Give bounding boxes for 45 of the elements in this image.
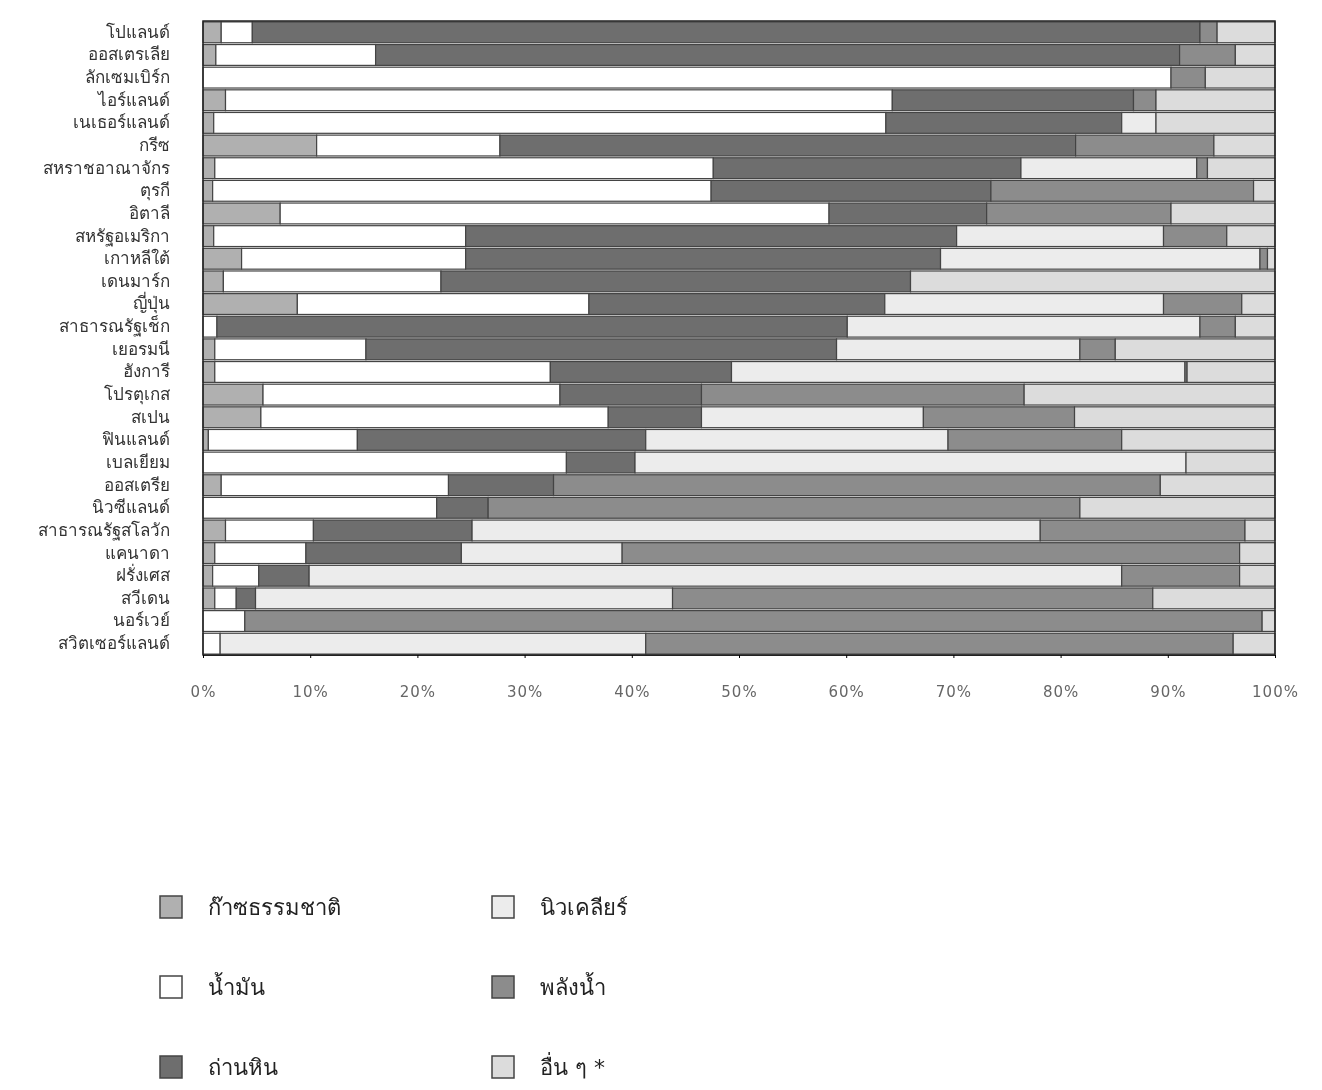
legend-label: น้ำมัน xyxy=(208,971,265,1000)
x-tick-label: 10% xyxy=(292,682,329,701)
y-tick-label: โปแลนด์ xyxy=(106,21,170,42)
x-tick-label: 60% xyxy=(828,682,865,701)
y-tick-label: ออสเตรีย xyxy=(104,474,170,495)
y-tick-label: สวิตเซอร์แลนด์ xyxy=(58,633,170,654)
y-tick-label: สาธารณรัฐสโลวัก xyxy=(38,519,170,541)
y-tick-label: ญี่ปุ่น xyxy=(133,291,170,315)
x-tick-label: 100% xyxy=(1252,682,1299,701)
x-tick-label: 80% xyxy=(1042,682,1080,701)
y-tick-label: ลักเซมเบิร์ก xyxy=(85,67,170,88)
y-tick-label: ออสเตรเลีย xyxy=(88,44,170,65)
y-tick-label: สวีเดน xyxy=(121,587,170,608)
legend-label: ถ่านหิน xyxy=(208,1054,278,1080)
x-tick-label: 20% xyxy=(399,682,437,701)
y-tick-label: แคนาดา xyxy=(105,542,170,563)
y-tick-label: เนเธอร์แลนด์ xyxy=(73,112,170,133)
x-tick-label: 30% xyxy=(506,682,544,701)
x-tick-label: 40% xyxy=(614,682,651,701)
y-tick-label: นิวซีแลนด์ xyxy=(92,497,170,518)
y-tick-label: ตุรกี xyxy=(140,180,170,202)
y-tick-label: เบลเยียม xyxy=(106,451,170,472)
y-tick-label: โปรตุเกส xyxy=(104,384,171,406)
y-tick-label: สหราชอาณาจักร xyxy=(43,157,170,178)
legend-label: นิวเคลียร์ xyxy=(540,894,628,920)
y-tick-label: สหรัฐอเมริกา xyxy=(75,225,170,247)
y-tick-label: กรีซ xyxy=(139,134,170,155)
legend-label: อื่น ๆ * xyxy=(540,1051,605,1080)
y-tick-label: สาธารณรัฐเช็ก xyxy=(59,315,170,338)
legend-label: พลังน้ำ xyxy=(540,971,606,1000)
y-tick-label: อิตาลี xyxy=(129,202,170,223)
legend-label: ก๊าซธรรมชาติ xyxy=(208,894,341,920)
y-tick-label: ฮังการี xyxy=(123,361,170,382)
y-tick-label: นอร์เวย์ xyxy=(113,610,170,631)
y-tick-label: เยอรมนี xyxy=(112,338,170,359)
y-tick-label: สเปน xyxy=(131,406,170,427)
y-tick-label: เดนมาร์ก xyxy=(101,270,170,291)
x-tick-label: 50% xyxy=(721,682,758,701)
y-tick-label: ฟินแลนด์ xyxy=(102,429,170,450)
y-tick-label: ฝรั่งเศส xyxy=(116,563,171,586)
x-tick-label: 90% xyxy=(1150,682,1187,701)
y-tick-label: เกาหลีใต้ xyxy=(104,248,170,269)
y-tick-label: ไอร์แลนด์ xyxy=(96,89,170,110)
x-tick-label: 0% xyxy=(190,682,217,701)
x-tick-label: 70% xyxy=(935,682,973,701)
